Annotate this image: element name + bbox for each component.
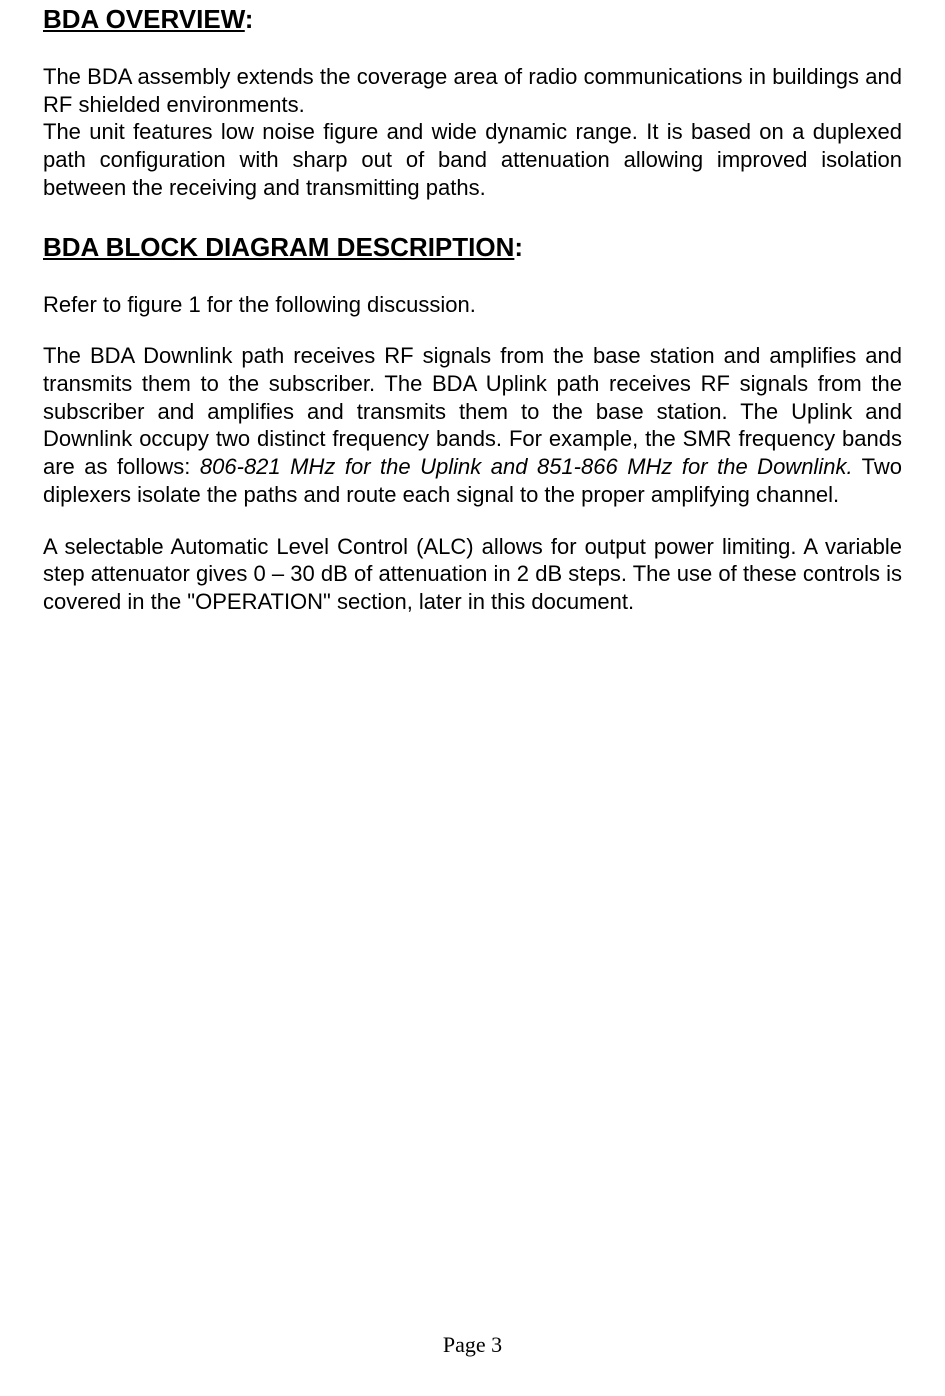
spacer xyxy=(43,202,902,228)
paragraph-alc: A selectable Automatic Level Control (AL… xyxy=(43,533,902,616)
document-page: BDA OVERVIEW: The BDA assembly extends t… xyxy=(0,0,945,1396)
paragraph-downlink-uplink: The BDA Downlink path receives RF signal… xyxy=(43,342,902,508)
spacer xyxy=(43,509,902,533)
page-footer: Page 3 xyxy=(0,1332,945,1358)
para4-italic: 806-821 MHz for the Uplink and 851-866 M… xyxy=(200,454,853,479)
heading-text: BDA BLOCK DIAGRAM DESCRIPTION xyxy=(43,232,514,262)
heading-text: BDA OVERVIEW xyxy=(43,4,245,34)
paragraph-refer-figure: Refer to figure 1 for the following disc… xyxy=(43,291,902,319)
heading-colon: : xyxy=(514,232,523,262)
paragraph-overview-1: The BDA assembly extends the coverage ar… xyxy=(43,63,902,118)
paragraph-overview-2: The unit features low noise figure and w… xyxy=(43,118,902,201)
heading-colon: : xyxy=(245,4,254,34)
heading-block-diagram: BDA BLOCK DIAGRAM DESCRIPTION: xyxy=(43,228,902,263)
spacer xyxy=(43,318,902,342)
spacer xyxy=(43,35,902,63)
heading-bda-overview: BDA OVERVIEW: xyxy=(43,0,902,35)
spacer xyxy=(43,263,902,291)
